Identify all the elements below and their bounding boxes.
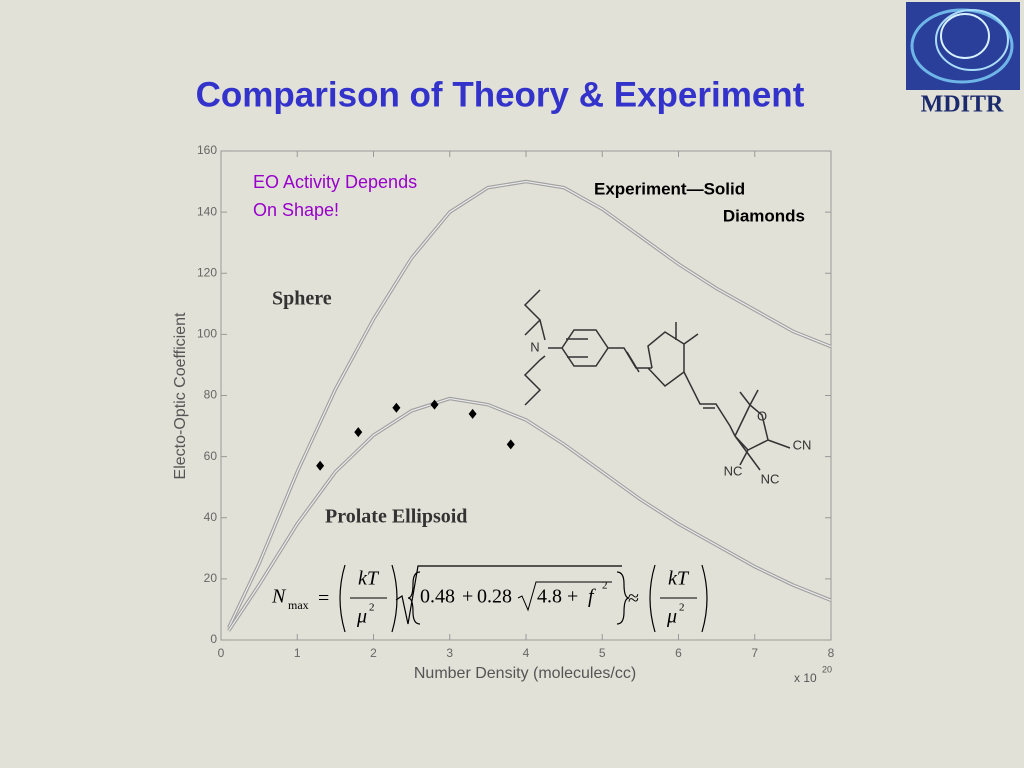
data-point xyxy=(354,427,363,438)
y-tick-label: 120 xyxy=(197,265,217,279)
eq-text: + xyxy=(462,586,473,608)
eq-text: = xyxy=(318,588,329,610)
theory-curve-inner xyxy=(228,397,832,632)
x-multiplier: x 10 xyxy=(794,671,817,685)
molecule xyxy=(523,289,791,471)
logo-text: MDITR xyxy=(921,92,1004,118)
y-axis-title: Electo-Optic Coefficient xyxy=(172,312,189,479)
atom-label: NC xyxy=(761,471,780,486)
y-tick-label: 0 xyxy=(210,632,217,646)
eq-text: μ xyxy=(356,606,367,628)
x-tick-label: 0 xyxy=(218,646,225,660)
theory-curve xyxy=(227,179,832,629)
y-tick-label: 140 xyxy=(197,204,217,218)
atom-label: O xyxy=(757,408,767,423)
x-multiplier-exponent: 20 xyxy=(822,664,832,674)
data-point xyxy=(430,399,439,410)
eq-text: ≈ xyxy=(628,588,639,610)
x-axis-title: Number Density (molecules/cc) xyxy=(414,665,636,682)
y-tick-label: 40 xyxy=(204,510,218,524)
y-tick-label: 100 xyxy=(197,327,217,341)
eq-text: kT xyxy=(358,568,380,590)
x-tick-label: 4 xyxy=(523,646,530,660)
y-tick-label: 80 xyxy=(204,388,218,402)
eq-text: 2 xyxy=(602,580,608,592)
annotation: On Shape! xyxy=(253,200,339,220)
eq-text: f xyxy=(588,586,596,608)
x-tick-label: 7 xyxy=(751,646,758,660)
y-tick-label: 160 xyxy=(197,143,217,157)
curve-label: Prolate Ellipsoid xyxy=(325,506,467,528)
eq-text: 2 xyxy=(679,602,685,614)
atom-label: NC xyxy=(724,463,743,478)
y-tick-label: 20 xyxy=(204,571,218,585)
eq-text: 2 xyxy=(369,602,375,614)
data-point xyxy=(468,408,477,419)
atom-label: CN xyxy=(793,437,812,452)
x-tick-label: 8 xyxy=(828,646,835,660)
eq-text: N xyxy=(271,586,287,608)
eq-text: max xyxy=(288,598,309,612)
curve-label: Sphere xyxy=(272,288,332,310)
eq-text: μ xyxy=(666,606,677,628)
equation: N max = kT μ 2 0.48 + 0.28 4.8 + f 2 ≈ k… xyxy=(271,564,708,633)
annotation: EO Activity Depends xyxy=(253,172,417,192)
eq-text: 4.8 xyxy=(537,586,562,608)
annotation: Experiment—Solid xyxy=(594,179,745,198)
eq-text: kT xyxy=(668,568,690,590)
data-point xyxy=(392,402,401,413)
x-tick-label: 3 xyxy=(446,646,453,660)
eq-text: 0.48 xyxy=(420,586,455,608)
annotation: Diamonds xyxy=(723,206,805,225)
y-tick-label: 60 xyxy=(204,449,218,463)
theory-curve-inner xyxy=(228,180,832,629)
logo: MDITR xyxy=(906,2,1020,118)
x-tick-label: 5 xyxy=(599,646,606,660)
slide-title: Comparison of Theory & Experiment xyxy=(196,75,805,114)
data-point xyxy=(506,439,515,450)
eq-text: + xyxy=(567,586,578,608)
eq-text: 0.28 xyxy=(477,586,512,608)
data-point xyxy=(316,460,325,471)
x-tick-label: 1 xyxy=(294,646,301,660)
x-tick-label: 6 xyxy=(675,646,682,660)
x-tick-label: 2 xyxy=(370,646,377,660)
atom-label: N xyxy=(530,339,539,354)
